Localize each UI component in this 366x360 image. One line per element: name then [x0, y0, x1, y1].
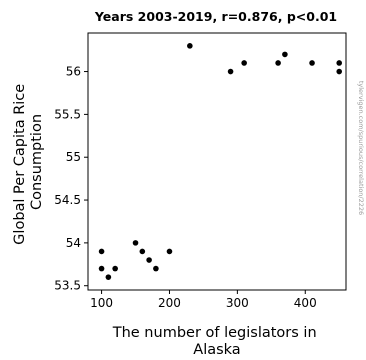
data-point [309, 60, 315, 66]
data-point [98, 265, 105, 272]
y-tick-label: 56 [66, 65, 81, 79]
y-tick-label: 53.5 [54, 279, 81, 293]
y-tick-label: 55 [66, 150, 81, 164]
data-point [98, 248, 105, 255]
data-point [139, 248, 146, 255]
data-point [112, 265, 118, 272]
data-point [241, 60, 247, 66]
data-point [336, 68, 343, 75]
data-point [275, 60, 281, 66]
x-axis-label: The number of legislators in Alaska [112, 325, 322, 358]
data-point [282, 51, 288, 58]
data-point [187, 43, 193, 49]
data-points [98, 43, 343, 280]
x-axis: 100 200 300 400 [90, 290, 317, 310]
y-axis-label: Global Per Capita Rice Consumption [12, 79, 45, 245]
data-point [227, 68, 234, 75]
x-tick-label: 300 [226, 296, 249, 310]
y-tick-label: 55.5 [54, 107, 81, 121]
plot-area [87, 32, 347, 291]
watermark-text: tylervigen.com/spurious/correlation/2226 [357, 81, 365, 215]
data-point [132, 240, 139, 246]
y-tick-label: 54 [66, 236, 81, 250]
data-point [166, 248, 173, 255]
x-axis-label-line-1: The number of legislators in [112, 325, 317, 341]
data-point [153, 265, 159, 272]
data-point [105, 274, 112, 280]
y-tick-label: 54.5 [54, 193, 81, 207]
x-tick-label: 200 [158, 296, 181, 310]
y-axis-label-line-2: Consumption [29, 114, 45, 210]
data-point [146, 257, 152, 263]
x-tick-label: 400 [294, 296, 317, 310]
x-axis-label-line-2: Alaska [193, 342, 240, 358]
chart-title: Years 2003-2019, r=0.876, p<0.01 [94, 9, 337, 24]
plot-frame [87, 32, 347, 291]
y-axis-label-line-1: Global Per Capita Rice [12, 84, 28, 245]
y-axis: 53.5 54 54.5 55 55.5 56 [54, 65, 88, 293]
x-tick-label: 100 [90, 296, 113, 310]
data-point [336, 60, 343, 66]
